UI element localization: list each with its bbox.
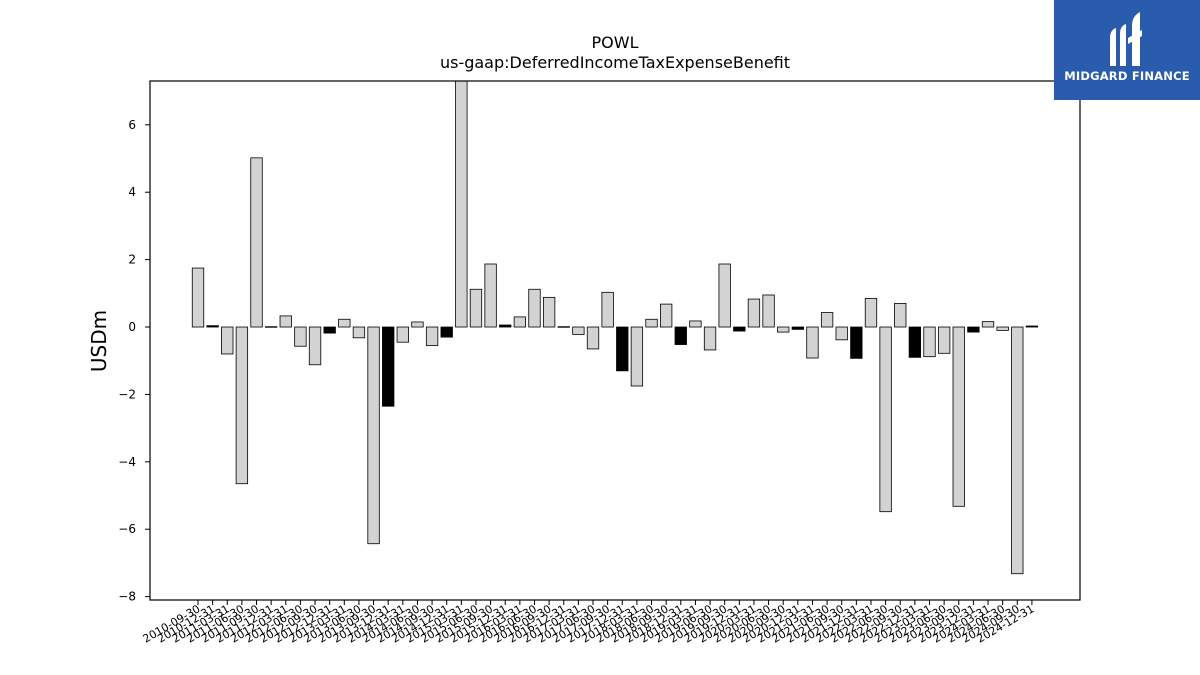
bar-2015-03-31 (455, 80, 468, 328)
bar-2019-09-30 (718, 263, 731, 328)
bar-2014-06-30 (411, 321, 424, 328)
y-axis-ticks: −8 −6 −4 −2 0 2 4 6 (118, 118, 150, 604)
bar-2018-09-30 (660, 303, 673, 328)
bar-2018-03-31 (630, 326, 644, 387)
bar-2024-12-31 (1025, 325, 1039, 328)
bar-2022-12-31 (908, 326, 922, 358)
y-tick-label: 6 (128, 118, 136, 132)
bar-2011-03-31 (221, 326, 234, 355)
bar-2021-06-30 (820, 312, 834, 328)
bar-2020-03-31 (747, 298, 761, 328)
bar-2023-03-31 (923, 326, 936, 358)
bar-2022-03-31 (864, 297, 878, 328)
bar-2012-09-30 (308, 326, 322, 366)
bar-2012-12-31 (323, 326, 336, 334)
chart-title: POWL (592, 33, 639, 52)
bar-2013-12-31 (382, 326, 395, 407)
bar-2016-09-30 (542, 296, 556, 328)
bar-2021-09-30 (835, 326, 848, 341)
y-tick-label: 2 (128, 253, 136, 267)
bar-2024-09-30 (1011, 326, 1024, 575)
bar-2013-09-30 (367, 326, 380, 545)
bar-2010-09-30 (191, 267, 205, 328)
bar-2011-06-30 (235, 326, 249, 485)
bar-2011-09-30 (250, 157, 263, 328)
y-tick-label: −4 (118, 455, 136, 469)
bar-2023-06-30 (937, 326, 951, 354)
bar-2022-09-30 (894, 303, 907, 328)
bar-2020-09-30 (777, 326, 790, 333)
bar-2017-09-30 (601, 291, 614, 328)
bar-2016-03-31 (513, 316, 527, 328)
midgard-finance-logo: MIDGARD FINANCE (1054, 0, 1200, 100)
logo-text: MIDGARD FINANCE (1064, 69, 1190, 83)
bar-2024-06-30 (996, 326, 1009, 331)
bar-2023-12-31 (967, 326, 980, 333)
y-tick-label: −8 (118, 590, 136, 604)
bar-2012-03-31 (279, 315, 292, 328)
bar-2017-06-30 (586, 326, 600, 350)
bar-2015-12-31 (499, 324, 512, 328)
plot-frame (149, 80, 1081, 601)
bar-2016-12-31 (557, 326, 570, 328)
bar-2020-12-31 (791, 326, 804, 330)
bar-2021-12-31 (850, 326, 863, 359)
midgard-logo-mark-icon (1110, 12, 1142, 66)
bar-2020-06-30 (762, 294, 775, 328)
bar-2024-03-31 (981, 321, 995, 328)
bar-2019-12-31 (733, 326, 746, 332)
chart-subtitle: us-gaap:DeferredIncomeTaxExpenseBenefit (440, 53, 790, 72)
y-tick-label: −2 (118, 387, 136, 401)
bar-2013-06-30 (352, 326, 366, 339)
y-axis-label: USDm (87, 310, 111, 372)
bar-2015-06-30 (469, 288, 483, 328)
y-tick-label: −6 (118, 522, 136, 536)
y-tick-label: 0 (128, 320, 136, 334)
bar-2017-03-31 (572, 326, 585, 335)
bar-2012-06-30 (294, 326, 307, 347)
bar-2015-09-30 (484, 263, 497, 328)
bar-2014-03-31 (396, 326, 409, 343)
y-tick-label: 4 (128, 185, 136, 199)
bar-2018-12-31 (674, 326, 687, 345)
bar-2017-12-31 (616, 326, 629, 372)
x-axis-ticks: 2010-09-302010-12-312011-03-312011-06-30… (141, 600, 1036, 646)
bar-2021-03-31 (806, 326, 819, 359)
bar-2011-12-31 (264, 326, 278, 328)
bar-2010-12-31 (206, 325, 219, 328)
bars-layer (191, 80, 1039, 575)
bar-2013-03-31 (338, 318, 351, 328)
bar-2022-06-30 (879, 326, 892, 513)
bar-2014-09-30 (425, 326, 439, 346)
bar-2018-06-30 (645, 318, 658, 328)
bar-2014-12-31 (440, 326, 453, 338)
bar-2023-09-30 (952, 326, 965, 507)
bar-2019-03-31 (689, 320, 702, 328)
bar-2019-06-30 (703, 326, 717, 351)
bar-2016-06-30 (528, 288, 541, 328)
